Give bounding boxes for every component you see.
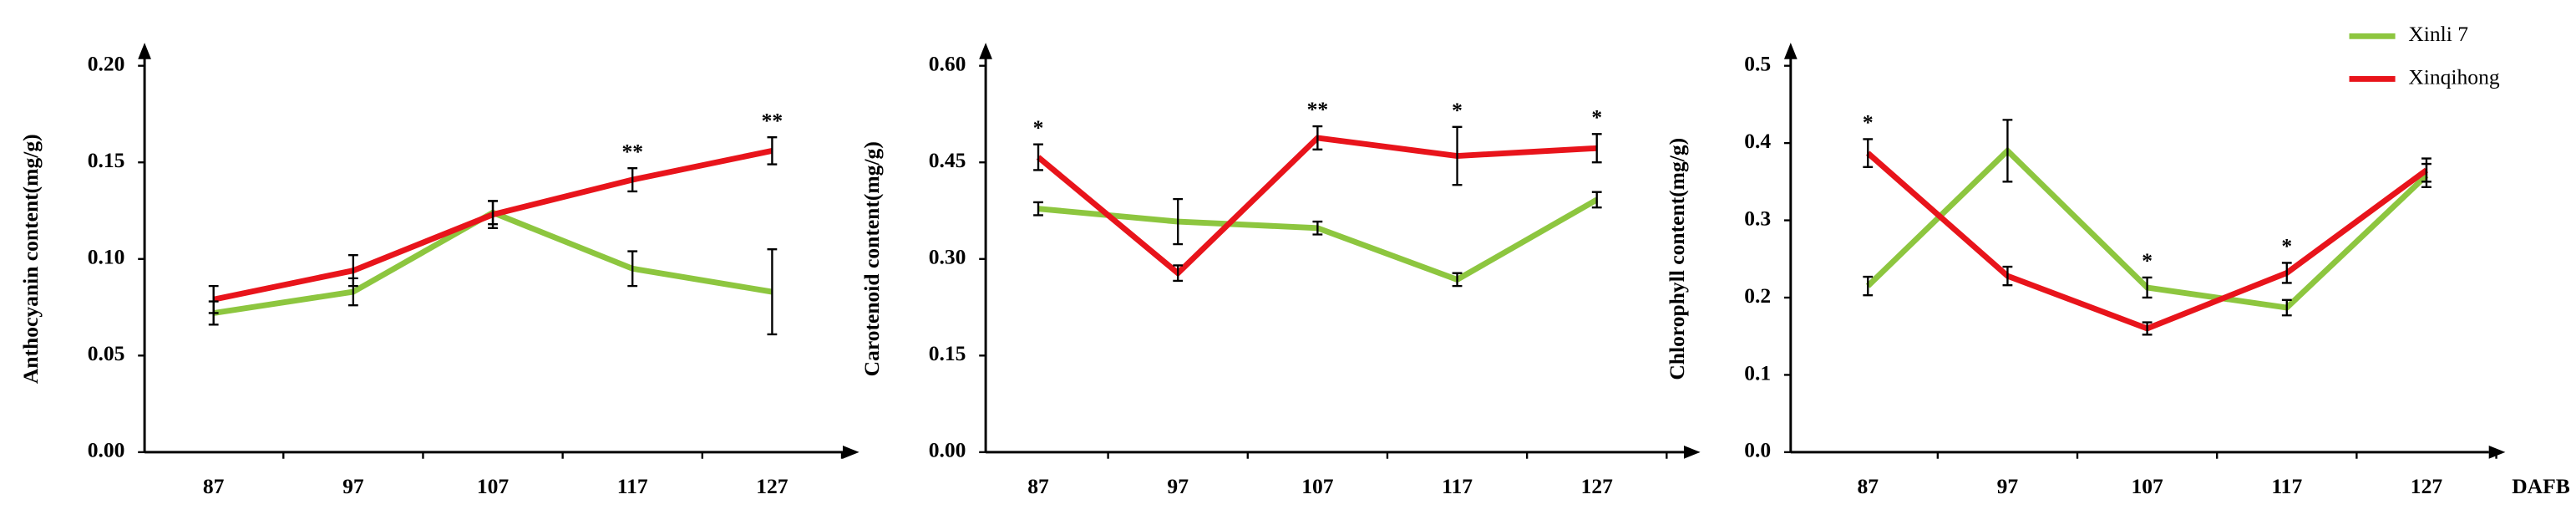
error-bar bbox=[1863, 275, 1874, 297]
error-bar bbox=[1312, 220, 1323, 236]
error-bar bbox=[2142, 321, 2153, 336]
error-bar bbox=[488, 200, 498, 229]
series-line bbox=[1865, 150, 2429, 332]
y-tick-label: 0.2 bbox=[1744, 283, 1771, 308]
y-axis-arrow bbox=[1783, 43, 1798, 59]
legend-label: Xinli 7 bbox=[2408, 22, 2468, 46]
error-bar bbox=[1591, 191, 1602, 209]
x-axis-arrow bbox=[1683, 446, 1701, 459]
y-axis-label: Chlorophyll content(mg/g) bbox=[1665, 138, 1689, 380]
error-bar bbox=[347, 253, 358, 288]
y-tick-label: 0.0 bbox=[1744, 438, 1771, 462]
x-tick-label: 97 bbox=[1167, 474, 1189, 498]
x-tick-label: 117 bbox=[617, 474, 648, 498]
y-tick-label: 0.10 bbox=[88, 245, 125, 269]
significance-label: * bbox=[1591, 104, 1602, 129]
y-tick-label: 0.60 bbox=[929, 52, 966, 76]
error-bar bbox=[1591, 133, 1602, 164]
y-tick-label: 0.00 bbox=[929, 438, 966, 462]
x-tick-label: 107 bbox=[477, 474, 510, 498]
error-bar bbox=[627, 166, 638, 193]
y-tick-label: 0.00 bbox=[88, 438, 125, 462]
error-bar bbox=[627, 250, 638, 288]
x-tick-label: 117 bbox=[1442, 474, 1473, 498]
x-tick-label: 127 bbox=[2411, 474, 2443, 498]
significance-label: ** bbox=[621, 139, 643, 163]
panel: 87 97 107 117 127 0.00 0.05 0.10 0.15 0.20 Anthocy… bbox=[18, 43, 860, 498]
y-tick-label: 0.4 bbox=[1744, 129, 1771, 153]
error-bar bbox=[1173, 264, 1184, 283]
error-bar bbox=[2002, 119, 2013, 183]
significance-label: ** bbox=[1307, 97, 1329, 121]
y-tick-label: 0.45 bbox=[929, 148, 966, 172]
y-axis-label: Anthocyanin content(mg/g) bbox=[18, 134, 43, 384]
panel: 87 97 107 117 127 0.0 0.1 0.2 0.3 0.4 0.5 Chlorophy… bbox=[1665, 22, 2570, 498]
error-bar bbox=[1312, 125, 1323, 150]
error-bar bbox=[1173, 197, 1184, 246]
y-tick-label: 0.05 bbox=[88, 341, 125, 365]
significance-label: * bbox=[2142, 248, 2153, 273]
error-bar bbox=[1033, 143, 1043, 171]
y-tick-label: 0.15 bbox=[929, 341, 966, 365]
error-bar bbox=[2281, 262, 2292, 284]
x-tick-label: 117 bbox=[2271, 474, 2302, 498]
y-axis-arrow bbox=[979, 43, 992, 59]
figure-body: 87 97 107 117 127 0.00 0.05 0.10 0.15 0.20 Anthocy… bbox=[18, 22, 2570, 498]
significance-label: * bbox=[2281, 234, 2292, 258]
error-bar bbox=[2421, 157, 2431, 183]
y-tick-label: 0.1 bbox=[1744, 360, 1771, 385]
panel: 87 97 107 117 127 0.00 0.15 0.30 0.45 0.60 Caroten… bbox=[860, 43, 1701, 498]
y-axis-label: Carotenoid content(mg/g) bbox=[860, 141, 884, 376]
x-tick-label: 87 bbox=[1857, 474, 1879, 498]
y-tick-label: 0.3 bbox=[1744, 206, 1771, 230]
y-tick-label: 0.20 bbox=[88, 52, 125, 76]
y-tick-label: 0.30 bbox=[929, 245, 966, 269]
error-bar bbox=[1452, 125, 1463, 186]
error-bar bbox=[2281, 298, 2292, 317]
error-bar bbox=[1033, 201, 1043, 217]
x-tick-label: 107 bbox=[2131, 474, 2163, 498]
x-tick-label: 87 bbox=[1027, 474, 1049, 498]
error-bar bbox=[767, 135, 778, 166]
x-tick-label: 127 bbox=[756, 474, 789, 498]
x-tick-label: 87 bbox=[203, 474, 225, 498]
x-axis-arrow bbox=[842, 446, 860, 459]
x-tick-label: 107 bbox=[1301, 474, 1334, 498]
y-tick-label: 0.15 bbox=[88, 148, 125, 172]
legend-label: Xinqihong bbox=[2408, 64, 2500, 89]
x-tick-label: 97 bbox=[1997, 474, 2019, 498]
error-bar bbox=[1863, 138, 1874, 168]
series-line bbox=[1037, 196, 1599, 283]
x-axis-label: DAFB bbox=[2512, 474, 2570, 498]
error-bar bbox=[2002, 265, 2013, 287]
significance-label: * bbox=[1863, 110, 1874, 135]
error-bar bbox=[767, 248, 778, 336]
error-bar bbox=[2142, 276, 2153, 299]
significance-label: * bbox=[1033, 115, 1044, 140]
y-axis-arrow bbox=[138, 43, 151, 59]
significance-label: ** bbox=[762, 108, 783, 132]
error-bar bbox=[1452, 272, 1463, 288]
x-tick-label: 127 bbox=[1581, 474, 1614, 498]
y-tick-label: 0.5 bbox=[1744, 52, 1771, 76]
series-line bbox=[1036, 135, 1597, 278]
x-tick-label: 97 bbox=[342, 474, 364, 498]
error-bar bbox=[208, 284, 219, 314]
significance-label: * bbox=[1452, 98, 1463, 122]
